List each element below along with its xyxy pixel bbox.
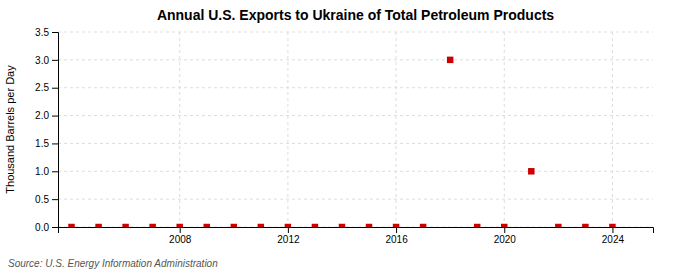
x-axis: 2008 2012 2016 2020 2024 xyxy=(59,227,654,245)
tick-label: 2016 xyxy=(385,234,408,245)
chart: 2008 2012 2016 2020 2024 0.0 0.5 1.0 1.5 2.0 2.5 3.… xyxy=(0,0,675,275)
point xyxy=(555,224,561,227)
y-axis: 0.0 0.5 1.0 1.5 2.0 2.5 3.0 3.5 xyxy=(35,27,58,233)
point xyxy=(474,224,480,227)
tick: 0.0 xyxy=(35,222,58,233)
point xyxy=(366,224,372,227)
point xyxy=(528,168,534,174)
title: Annual U.S. Exports to Ukraine of Total … xyxy=(157,7,554,23)
tick-mark xyxy=(52,143,58,144)
point xyxy=(447,57,453,63)
point xyxy=(609,224,615,227)
tick: 1.5 xyxy=(35,138,58,149)
grid-line xyxy=(504,32,505,227)
point xyxy=(393,224,399,227)
tick-label: 2008 xyxy=(169,234,192,245)
tick-mark xyxy=(288,227,289,233)
point xyxy=(68,224,74,227)
grid-line xyxy=(58,32,653,33)
tick-mark xyxy=(180,227,181,233)
point xyxy=(149,224,155,227)
tick-mark xyxy=(52,227,58,228)
tick: 2008 xyxy=(169,227,192,245)
grid xyxy=(58,32,653,227)
grid-line xyxy=(58,115,653,116)
tick-label: 2.5 xyxy=(35,82,49,93)
point xyxy=(231,224,237,227)
tick-mark xyxy=(52,171,58,172)
tick-label: 0.5 xyxy=(35,194,49,205)
point xyxy=(204,224,210,227)
tick-label: 2020 xyxy=(494,234,517,245)
grid-line xyxy=(58,59,653,60)
tick: 2.5 xyxy=(35,82,58,93)
y-axis-title: Thousand Barrels per Day xyxy=(4,65,16,194)
axis-line xyxy=(52,33,59,228)
tick: 2024 xyxy=(602,227,625,245)
tick: 3.0 xyxy=(35,55,58,66)
grid-line xyxy=(287,32,288,227)
tick: 0.5 xyxy=(35,194,58,205)
tick: 3.5 xyxy=(35,27,58,38)
point xyxy=(582,224,588,227)
tick: 2016 xyxy=(385,227,408,245)
tick-label: 2012 xyxy=(277,234,300,245)
point xyxy=(285,224,291,227)
tick-mark xyxy=(52,88,58,89)
tick-label: 1.5 xyxy=(35,138,49,149)
tick-label: 1.0 xyxy=(35,166,49,177)
grid-line xyxy=(58,199,653,200)
tick-label: 3.5 xyxy=(35,27,49,38)
tick: 2020 xyxy=(494,227,517,245)
grid-line xyxy=(58,87,653,88)
point xyxy=(176,224,182,227)
tick-mark xyxy=(504,227,505,233)
plot: 2008 2012 2016 2020 2024 0.0 0.5 1.0 1.5 2.0 2.5 3.… xyxy=(35,27,653,245)
annotation: Source: U.S. Energy Information Administ… xyxy=(8,258,218,269)
points xyxy=(68,57,615,227)
tick-mark xyxy=(396,227,397,233)
point xyxy=(339,224,345,227)
point xyxy=(312,224,318,227)
tick-label: 3.0 xyxy=(35,55,49,66)
axis-line xyxy=(59,228,654,234)
point xyxy=(420,224,426,227)
tick-mark xyxy=(52,32,58,33)
grid-line xyxy=(58,143,653,144)
tick-mark xyxy=(612,227,613,233)
tick: 2.0 xyxy=(35,110,58,121)
grid-line xyxy=(58,171,653,172)
tick: 1.0 xyxy=(35,166,58,177)
tick-label: 0.0 xyxy=(35,222,49,233)
point xyxy=(258,224,264,227)
point xyxy=(95,224,101,227)
tick-label: 2024 xyxy=(602,234,625,245)
tick-mark xyxy=(52,199,58,200)
point xyxy=(122,224,128,227)
grid-line xyxy=(179,32,180,227)
tick-mark xyxy=(52,60,58,61)
grid-line xyxy=(396,32,397,227)
tick-mark xyxy=(52,116,58,117)
grid-line xyxy=(612,32,613,227)
point xyxy=(501,224,507,227)
tick: 2012 xyxy=(277,227,300,245)
tick-label: 2.0 xyxy=(35,110,49,121)
